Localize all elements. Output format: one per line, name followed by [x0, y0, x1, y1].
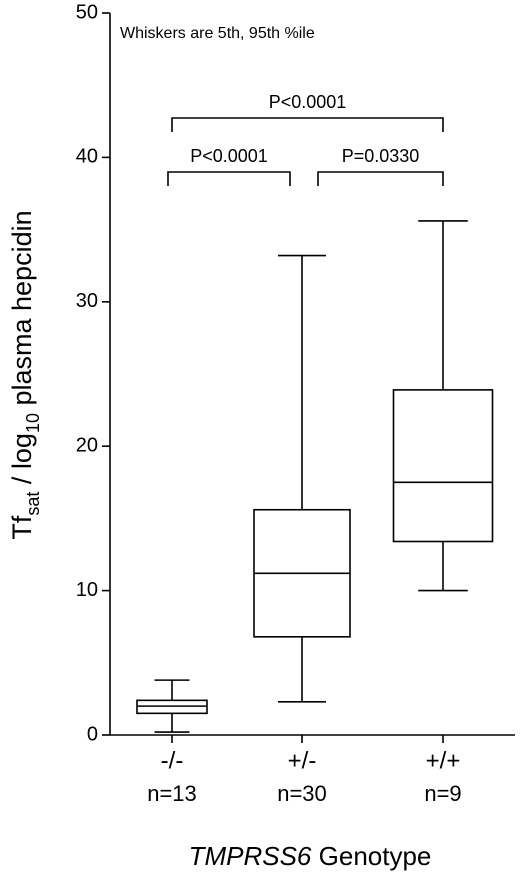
y-tick-label: 0 — [87, 723, 98, 745]
p-value: P<0.0001 — [269, 92, 347, 112]
label-part: TMPRSS6 — [189, 841, 312, 871]
n-label: n=30 — [277, 781, 327, 806]
label-part: 10 — [23, 413, 43, 433]
y-tick-label: 30 — [76, 290, 98, 312]
bracket — [317, 171, 444, 186]
x-tick-label: +/+ — [426, 747, 461, 774]
annotation: Whiskers are 5th, 95th %ile — [120, 25, 315, 42]
y-tick-label: 40 — [76, 146, 98, 168]
bracket — [171, 117, 444, 132]
x-axis-label: TMPRSS6 Genotype — [189, 841, 432, 871]
label-part: Tf — [7, 515, 37, 539]
bracket — [167, 171, 291, 186]
x-tick-label: +/- — [288, 747, 317, 774]
y-tick-label: 20 — [76, 434, 98, 456]
label-part: Genotype — [311, 841, 431, 871]
label-part: / log — [7, 433, 37, 492]
p-value: P<0.0001 — [190, 146, 268, 166]
label-part: plasma hepcidin — [7, 210, 37, 413]
y-tick-label: 50 — [76, 1, 98, 23]
p-value: P=0.0330 — [342, 146, 420, 166]
label-part: sat — [23, 492, 43, 516]
x-tick-label: -/- — [161, 747, 184, 774]
n-label: n=13 — [147, 781, 197, 806]
box — [392, 389, 494, 543]
y-axis-label: Tfsat / log10 plasma hepcidin — [7, 210, 43, 539]
y-tick-label: 10 — [76, 579, 98, 601]
n-label: n=9 — [424, 781, 461, 806]
